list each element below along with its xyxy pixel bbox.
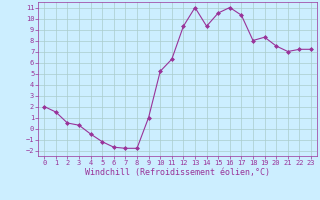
X-axis label: Windchill (Refroidissement éolien,°C): Windchill (Refroidissement éolien,°C) [85, 168, 270, 177]
